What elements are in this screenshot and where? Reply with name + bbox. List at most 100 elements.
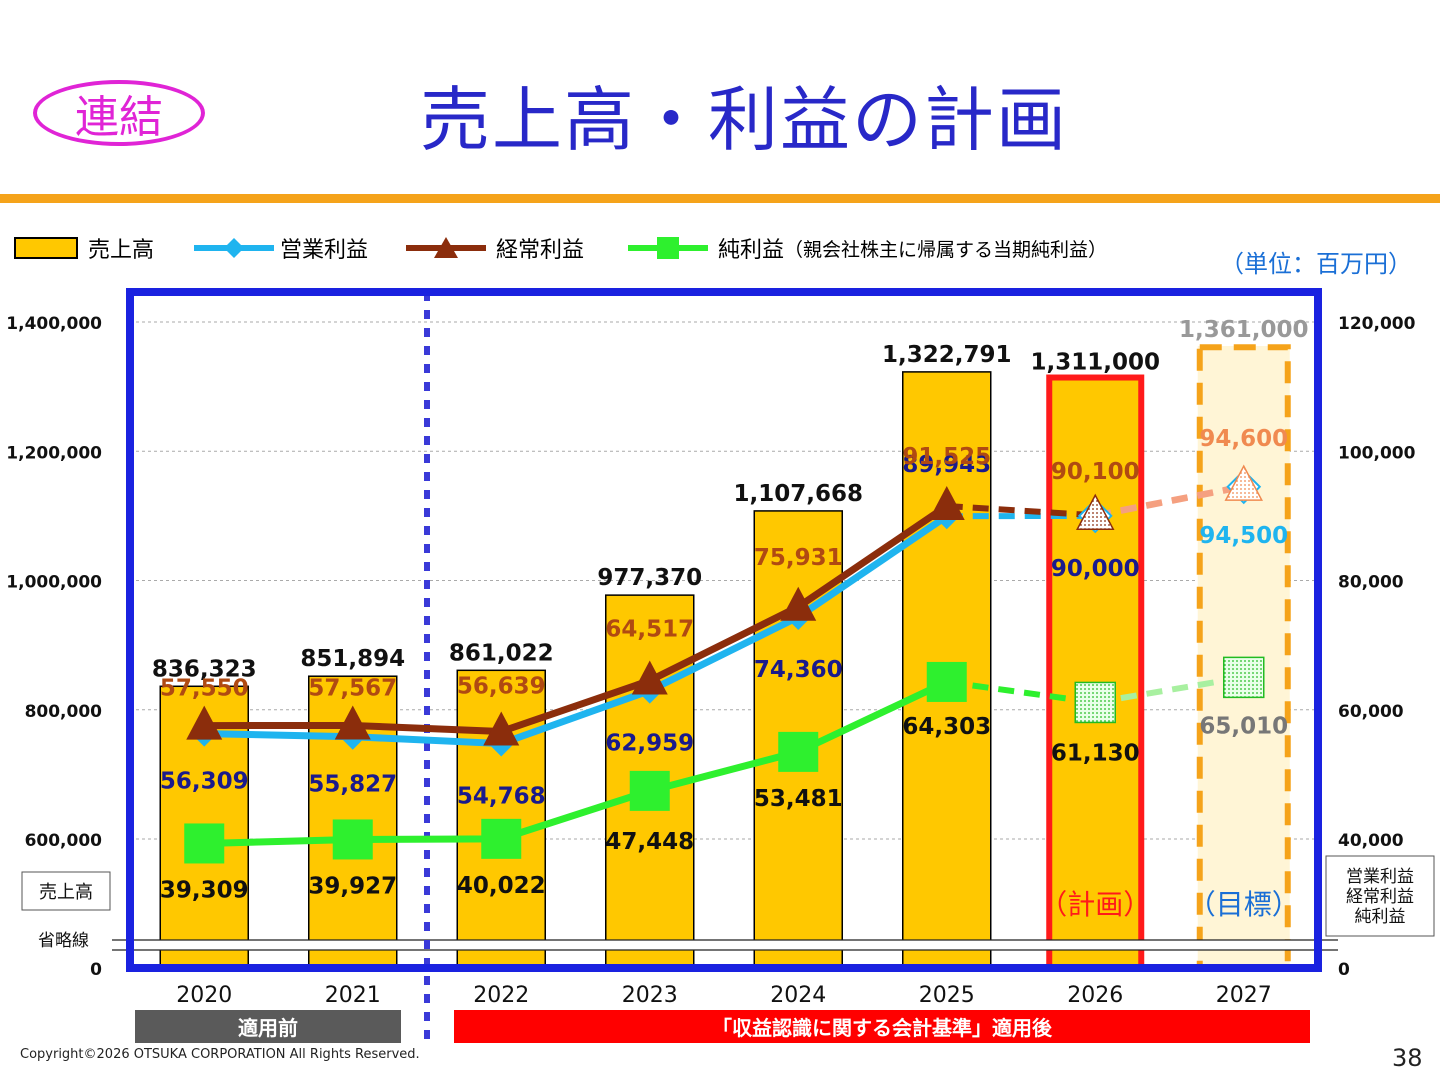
net-marker (1074, 681, 1116, 724)
right-axis-box-label: 経常利益 (1346, 887, 1414, 907)
ordinary-value-label: 57,550 (160, 676, 249, 702)
page-number: 38 (1392, 1044, 1423, 1072)
chart-frame (126, 288, 1322, 972)
header-rule (0, 194, 1440, 203)
ordinary-value-label: 57,567 (308, 675, 397, 701)
target-label: （目標） (1188, 888, 1300, 921)
left-axis-tick: 0 (90, 960, 102, 980)
operating-value-label: 90,000 (1051, 556, 1140, 582)
ordinary-marker (928, 486, 965, 521)
net-value-label: 40,022 (457, 873, 546, 899)
net-value-label: 39,309 (160, 877, 249, 903)
left-axis-tick: 800,000 (25, 702, 103, 722)
copyright: Copyright©2026 OTSUKA CORPORATION All Ri… (20, 1047, 420, 1062)
sales-value-label: 1,311,000 (1031, 350, 1161, 376)
net-marker (332, 819, 373, 860)
ordinary-marker (334, 705, 371, 740)
legend-sales-swatch (14, 237, 78, 259)
omission-label: 省略線 (38, 931, 89, 951)
year-label: 2021 (325, 983, 381, 1008)
ordinary-marker (631, 660, 668, 695)
badge-label: 連結 (75, 92, 163, 143)
net-value-label: 61,130 (1051, 740, 1140, 766)
sales-value-label: 1,107,668 (734, 481, 864, 507)
sales-value-label: 977,370 (597, 565, 702, 591)
year-label: 2020 (176, 983, 232, 1008)
ordinary-marker (1224, 464, 1263, 501)
left-axis-box-label: 売上高 (39, 882, 93, 903)
sales-value-label: 1,322,791 (882, 342, 1012, 368)
net-marker (926, 661, 967, 702)
left-axis-tick: 1,400,000 (6, 314, 102, 334)
legend-operating-marker (194, 238, 274, 258)
year-label: 2023 (622, 983, 678, 1008)
legend-operating-label: 営業利益 (280, 238, 369, 263)
left-axis-tick: 600,000 (25, 831, 103, 851)
net-marker (778, 731, 819, 772)
legend-ordinary-marker (406, 237, 486, 258)
year-label: 2024 (770, 983, 826, 1008)
sales-profit-chart: 0 0 600,000 40,000 800,000 60,000 1,000,000 80,… (6, 288, 1435, 1040)
operating-value-label: 89,943 (902, 452, 991, 478)
after-standard-band: 「収益認識に関する会計基準」適用後 (454, 1010, 1310, 1043)
net-marker (629, 770, 670, 811)
ordinary-value-label: 90,100 (1051, 459, 1140, 485)
operating-value-label: 74,360 (754, 657, 843, 683)
legend-sales: 売上高 (14, 228, 154, 268)
left-axis-tick: 1,200,000 (6, 443, 102, 463)
right-axis-box-label: 営業利益 (1346, 867, 1414, 887)
ordinary-line (204, 503, 949, 735)
sales-value-label: 851,894 (300, 646, 405, 672)
consolidated-badge: 連結 (33, 80, 205, 146)
net-value-label: 64,303 (902, 714, 991, 740)
net-value-label: 39,927 (308, 873, 397, 899)
legend-net-label: 純利益 (718, 238, 785, 263)
year-label: 2022 (473, 983, 529, 1008)
legend-ordinary-label: 経常利益 (496, 238, 585, 263)
legend-ordinary: 経常利益 (406, 228, 584, 268)
ordinary-value-label: 56,639 (457, 673, 546, 699)
before-standard-label: 適用前 (238, 1016, 298, 1040)
ordinary-value-label: 94,600 (1199, 426, 1288, 452)
net-value-label: 47,448 (605, 829, 694, 855)
sales-value-label: 861,022 (449, 640, 554, 666)
ordinary-value-label: 91,525 (902, 444, 991, 470)
plan-label: （計画） (1039, 888, 1151, 921)
right-axis-box (1325, 855, 1435, 937)
left-axis-box (21, 871, 111, 911)
operating-value-label: 94,500 (1199, 523, 1288, 549)
ordinary-marker (186, 705, 223, 740)
right-axis-tick: 80,000 (1338, 573, 1404, 593)
legend-operating: 営業利益 (194, 228, 368, 268)
right-axis-tick: 60,000 (1338, 702, 1404, 722)
net-line (204, 678, 949, 847)
net-value-label: 53,481 (754, 786, 843, 812)
unit-label: （単位：百万円） (1220, 250, 1412, 278)
sales-value-label: 1,361,000 (1179, 317, 1309, 343)
net-marker (1223, 656, 1265, 699)
net-marker (481, 818, 522, 859)
year-label: 2025 (919, 983, 975, 1008)
operating-value-label: 62,959 (605, 731, 694, 757)
ordinary-marker (780, 586, 817, 621)
legend-net-note: （親会社株主に帰属する当期純利益） (784, 238, 1108, 261)
operating-value-label: 56,309 (160, 769, 249, 795)
right-axis-tick: 40,000 (1338, 831, 1404, 851)
after-standard-label: 「収益認識に関する会計基準」適用後 (712, 1016, 1052, 1040)
net-value-label: 65,010 (1199, 713, 1288, 739)
legend-sales-label: 売上高 (88, 238, 155, 263)
break-gap (134, 940, 1314, 950)
sales-value-label: 836,323 (152, 656, 257, 682)
net-marker (184, 823, 225, 864)
legend-net: 純利益 （親会社株主に帰属する当期純利益） (628, 228, 1107, 268)
year-label: 2026 (1067, 983, 1123, 1008)
ordinary-marker (1076, 493, 1115, 530)
right-axis-tick: 100,000 (1338, 443, 1416, 463)
page-title: 売上高・利益の計画 (420, 79, 1068, 161)
ordinary-value-label: 64,517 (605, 617, 694, 643)
before-standard-band: 適用前 (135, 1010, 401, 1043)
left-axis-tick: 1,000,000 (6, 573, 102, 593)
operating-line (204, 513, 949, 748)
year-label: 2027 (1216, 983, 1272, 1008)
ordinary-marker (483, 711, 520, 746)
